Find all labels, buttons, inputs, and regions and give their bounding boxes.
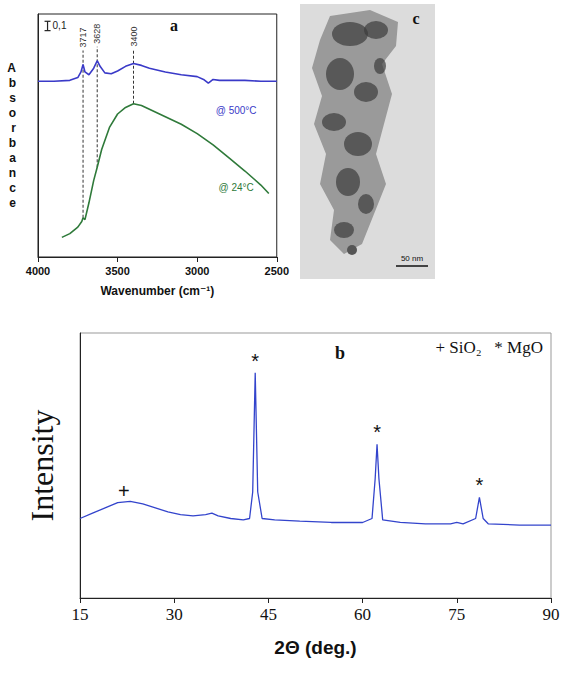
svg-text:90: 90: [543, 605, 560, 624]
svg-text:4000: 4000: [26, 265, 50, 277]
svg-text:*: *: [251, 350, 259, 372]
svg-text:30: 30: [166, 605, 183, 624]
svg-text:3400: 3400: [129, 27, 139, 47]
svg-text:3000: 3000: [185, 265, 209, 277]
svg-text:2Θ (deg.): 2Θ (deg.): [274, 637, 356, 658]
svg-text:o: o: [9, 106, 16, 120]
svg-text:+ SiO₂ * MgO: + SiO₂ * MgO: [435, 338, 543, 357]
svg-text:n: n: [9, 166, 16, 180]
svg-text:2500: 2500: [265, 265, 289, 277]
svg-text:3717: 3717: [78, 27, 88, 47]
svg-text:b: b: [9, 76, 16, 90]
svg-text:A: A: [7, 61, 16, 75]
svg-text:3628: 3628: [92, 24, 102, 44]
svg-text:3500: 3500: [105, 265, 129, 277]
svg-text:e: e: [9, 196, 16, 210]
svg-text:*: *: [476, 474, 484, 496]
svg-text:Intensity: Intensity: [24, 410, 60, 522]
svg-text:@ 24°C: @ 24°C: [219, 182, 254, 193]
svg-text:45: 45: [260, 605, 277, 624]
svg-text:50 nm: 50 nm: [401, 254, 424, 263]
svg-text:60: 60: [354, 605, 371, 624]
svg-text:*: *: [373, 421, 381, 443]
svg-text:b: b: [335, 343, 345, 363]
svg-text:s: s: [9, 91, 16, 105]
svg-text:b: b: [9, 136, 16, 150]
svg-text:a: a: [9, 151, 16, 165]
svg-text:0,1: 0,1: [53, 20, 67, 31]
svg-text:c: c: [9, 181, 16, 195]
svg-text:15: 15: [72, 605, 89, 624]
svg-text:@ 500°C: @ 500°C: [216, 105, 257, 116]
svg-text:Wavenumber (cm⁻¹): Wavenumber (cm⁻¹): [100, 284, 214, 298]
svg-text:+: +: [118, 480, 130, 502]
svg-text:c: c: [412, 10, 419, 27]
svg-text:a: a: [170, 17, 178, 34]
svg-text:r: r: [11, 121, 16, 135]
svg-text:75: 75: [448, 605, 465, 624]
